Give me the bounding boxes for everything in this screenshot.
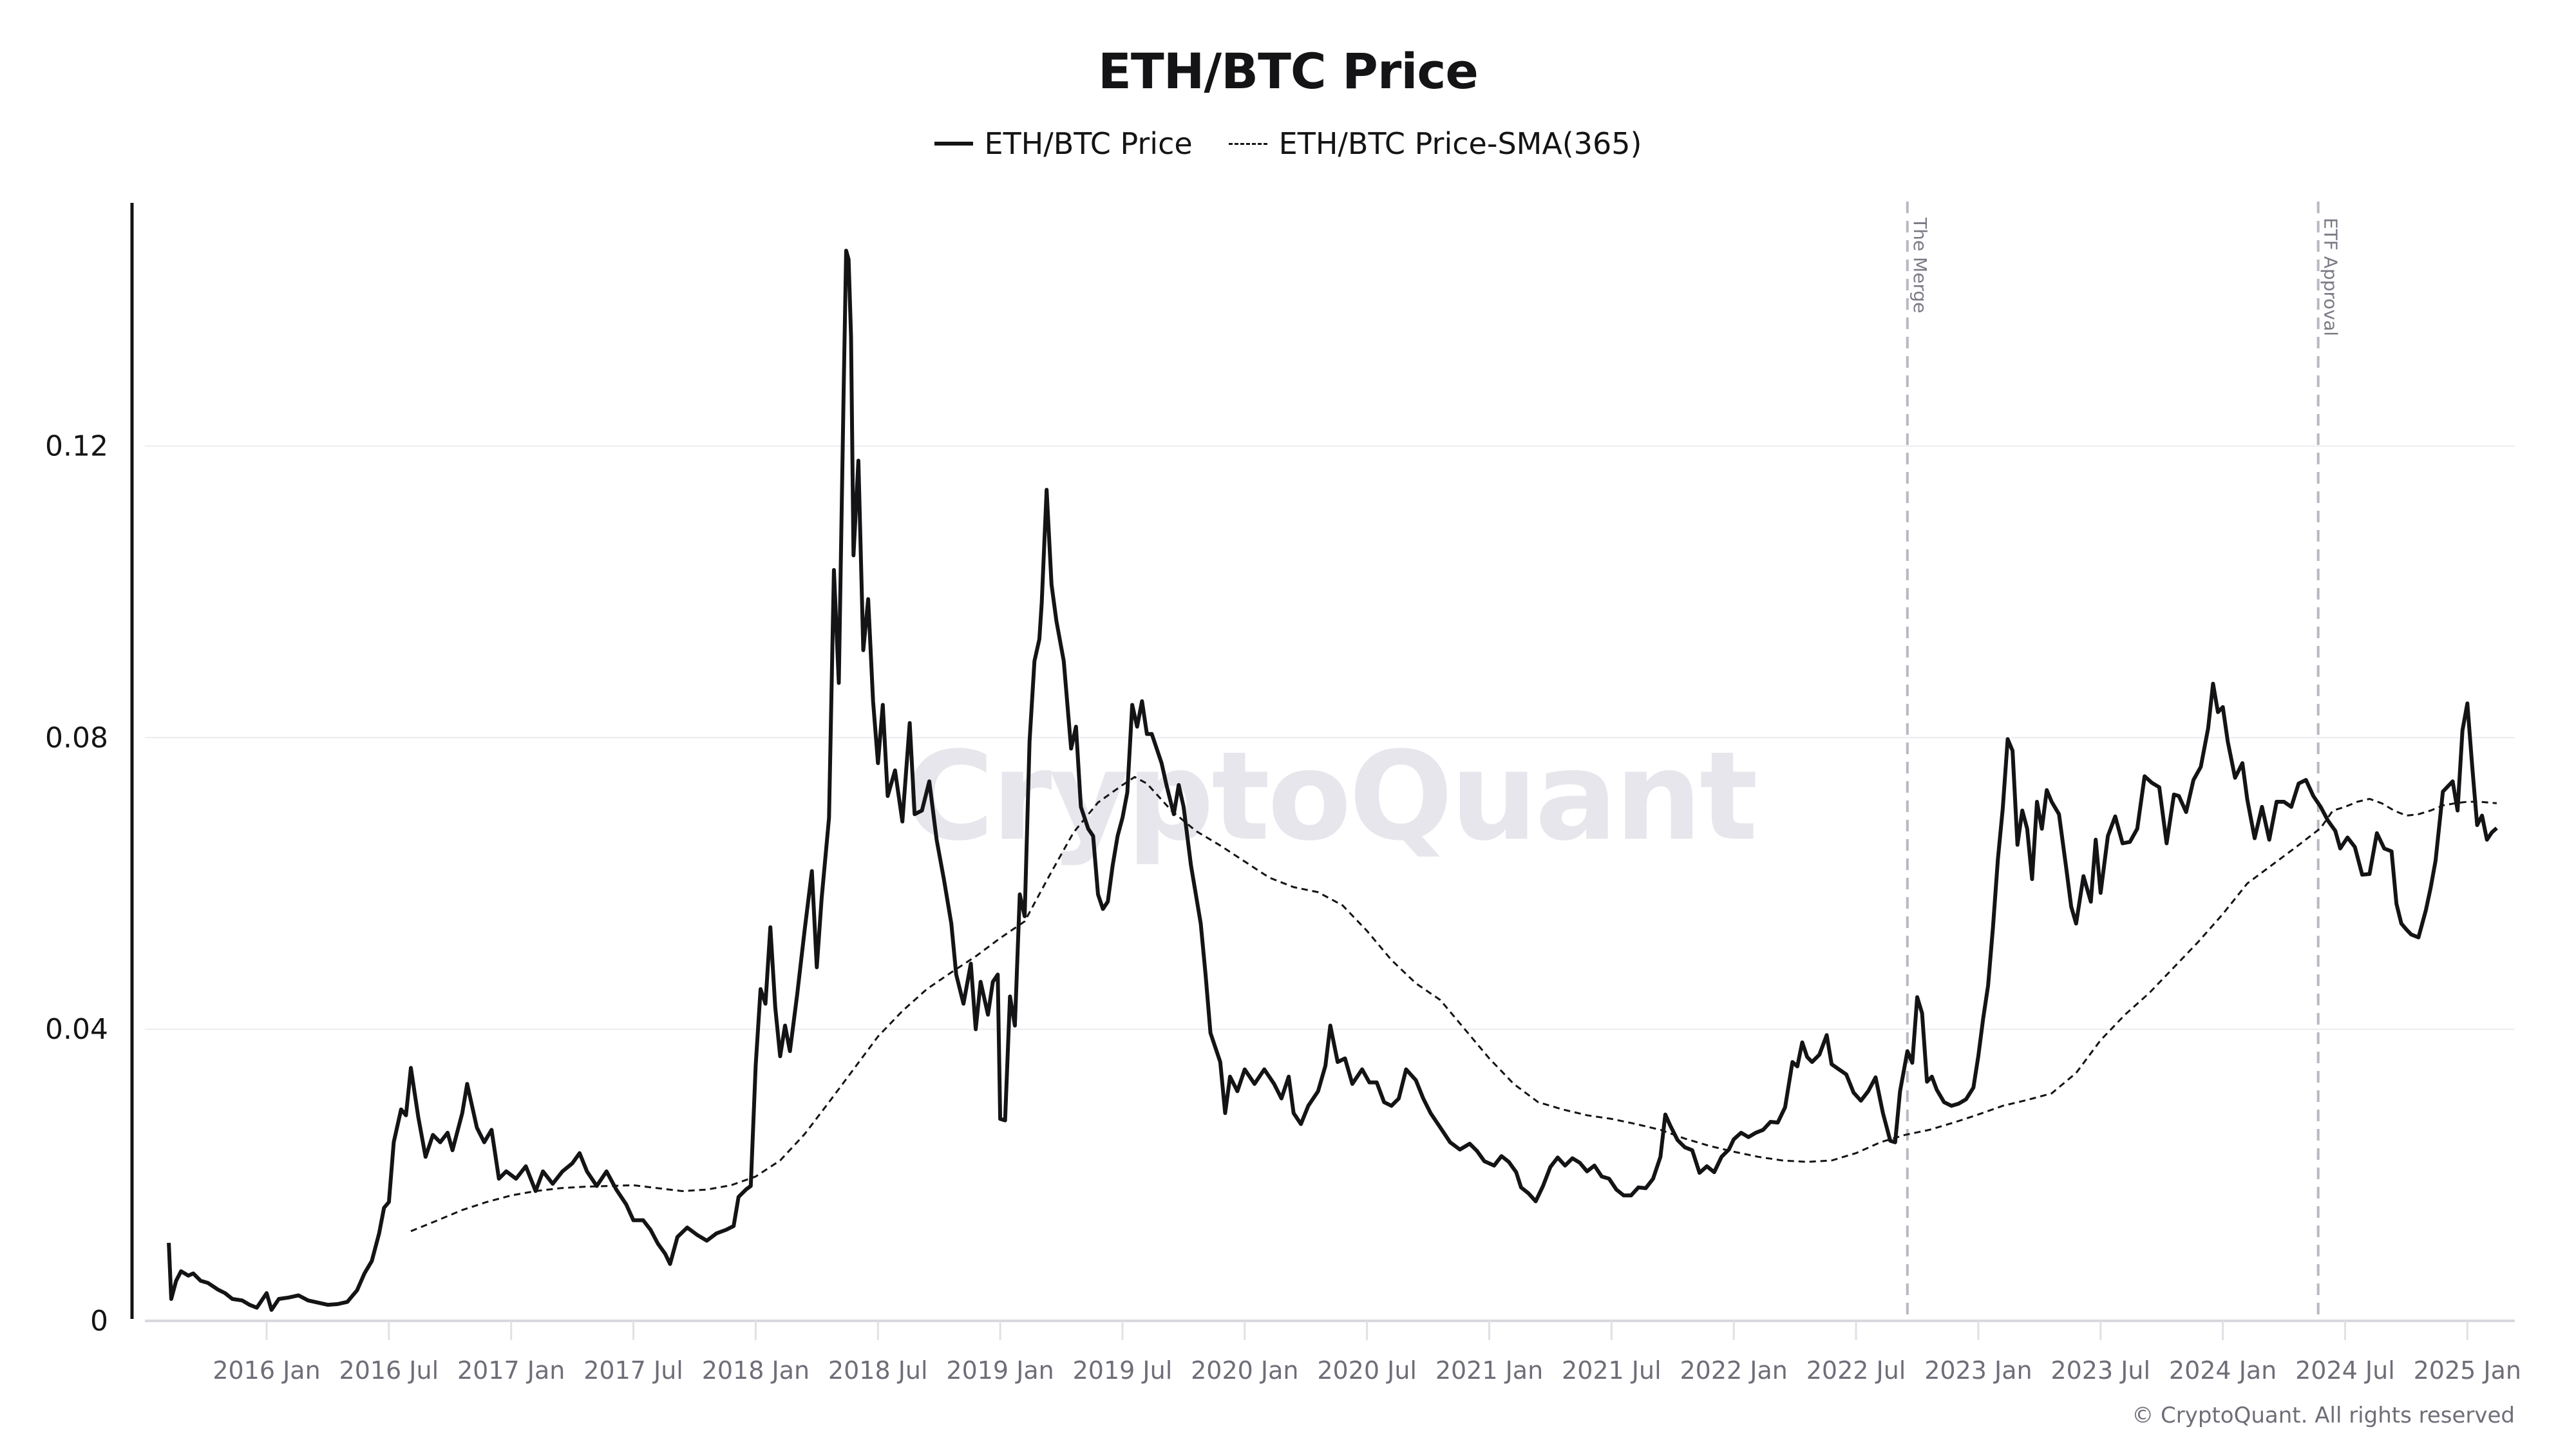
y-tick-label: 0.04: [45, 1013, 108, 1046]
x-tick-label: 2024 Jan: [2169, 1356, 2277, 1385]
x-tick-label: 2020 Jan: [1191, 1356, 1298, 1385]
x-tick-label: 2021 Jul: [1562, 1356, 1662, 1385]
x-tick-label: 2025 Jan: [2414, 1356, 2521, 1385]
x-tick-label: 2021 Jan: [1435, 1356, 1543, 1385]
price-line: [167, 249, 2498, 1312]
x-tick-label: 2019 Jul: [1073, 1356, 1173, 1385]
watermark-logo: CryptoQuant: [904, 725, 1756, 867]
sma-line: [410, 776, 2497, 1233]
legend-label-price: ETH/BTC Price: [984, 126, 1193, 161]
x-tick-label: 2020 Jul: [1317, 1356, 1417, 1385]
y-tick-label: 0.12: [45, 430, 108, 463]
x-tick-label: 2019 Jan: [946, 1356, 1054, 1385]
x-tick-label: 2018 Jan: [702, 1356, 810, 1385]
copyright-notice: © CryptoQuant. All rights reserved: [2132, 1403, 2515, 1428]
dashed-line-icon: [1228, 142, 1267, 145]
x-tick-label: 2018 Jul: [828, 1356, 928, 1385]
x-tick-label: 2023 Jul: [2050, 1356, 2150, 1385]
x-tick-label: 2023 Jan: [1924, 1356, 2032, 1385]
legend-item-price[interactable]: ETH/BTC Price: [934, 126, 1193, 161]
x-tick-label: 2024 Jul: [2295, 1356, 2395, 1385]
x-tick-label: 2017 Jan: [457, 1356, 565, 1385]
legend-item-sma[interactable]: ETH/BTC Price-SMA(365): [1228, 126, 1642, 161]
event-marker-label: ETF Approval: [2320, 218, 2342, 336]
chart-title: ETH/BTC Price: [1098, 43, 1479, 100]
y-tick-label: 0.08: [45, 721, 108, 754]
solid-line-icon: [934, 142, 973, 146]
x-tick-label: 2016 Jul: [339, 1356, 439, 1385]
x-tick-label: 2022 Jul: [1806, 1356, 1906, 1385]
legend: ETH/BTC Price ETH/BTC Price-SMA(365): [0, 126, 2576, 161]
event-marker-label: The Merge: [1909, 217, 1931, 313]
x-tick-label: 2016 Jan: [213, 1356, 320, 1385]
x-tick-label: 2017 Jul: [583, 1356, 683, 1385]
x-tick-label: 2022 Jan: [1680, 1356, 1788, 1385]
legend-label-sma: ETH/BTC Price-SMA(365): [1278, 126, 1642, 161]
y-tick-label: 0: [90, 1305, 108, 1338]
